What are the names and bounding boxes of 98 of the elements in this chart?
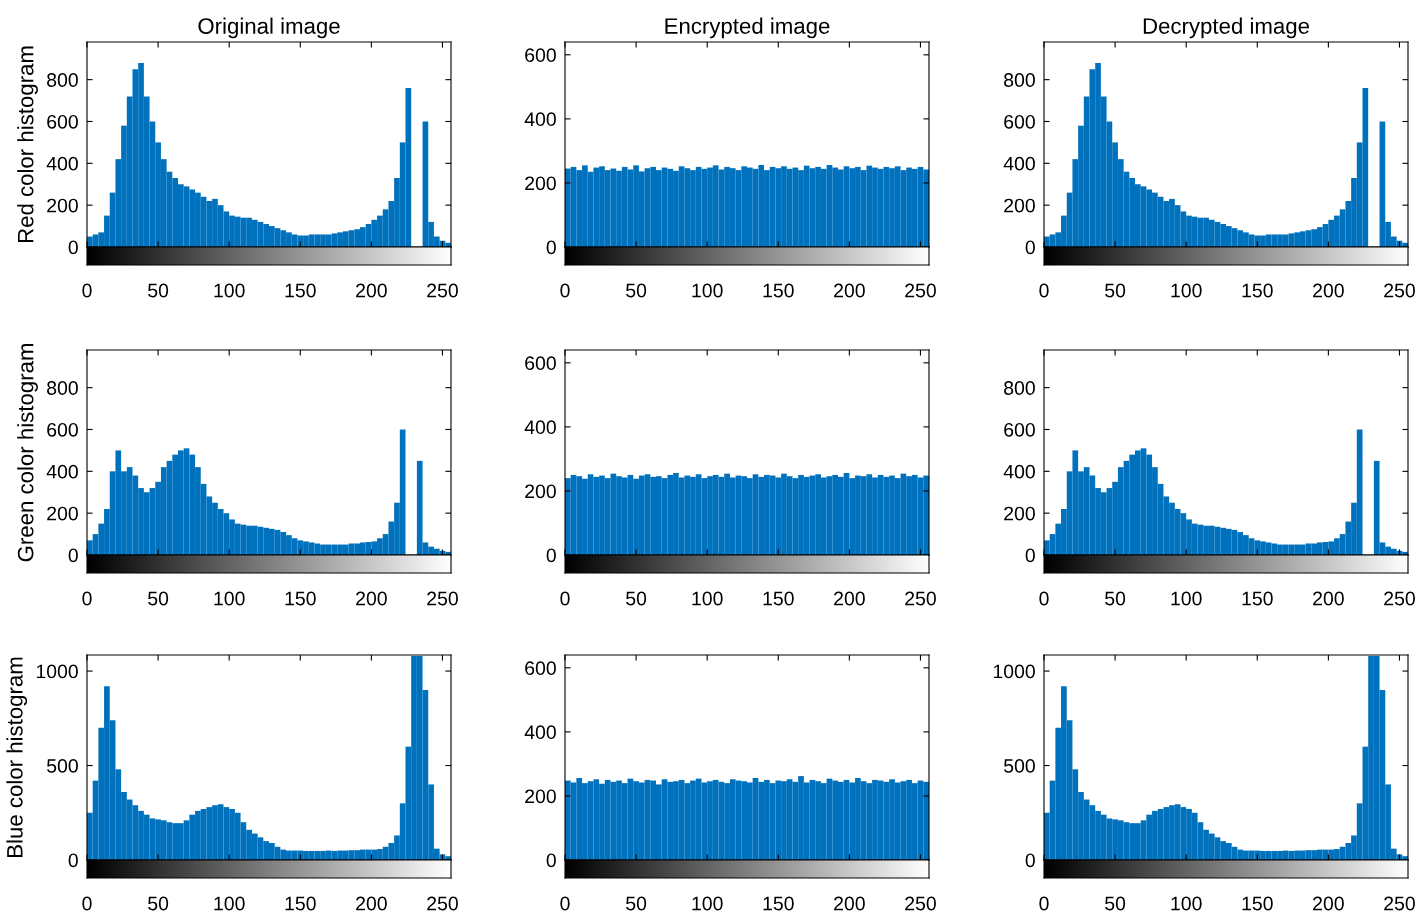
y-tick-label: 400 (1003, 464, 1035, 479)
y-tick-label: 200 (525, 789, 556, 804)
y-tick-label: 400 (524, 725, 556, 740)
y-tick-label: 0 (68, 853, 78, 868)
x-tick-label: 250 (1384, 896, 1415, 911)
chart-title: Decrypted image (1143, 17, 1310, 39)
x-tick-label: 100 (692, 591, 723, 606)
x-tick-label: 150 (1242, 896, 1273, 911)
x-tick-label: 0 (560, 283, 570, 298)
y-tick-label: 200 (1004, 198, 1035, 213)
x-tick-label: 200 (834, 896, 865, 911)
x-tick-label: 100 (1171, 896, 1202, 911)
y-tick-label: 200 (1004, 506, 1035, 521)
x-tick-label: 0 (560, 896, 570, 911)
y-tick-label: 0 (68, 548, 78, 563)
x-tick-label: 100 (214, 591, 245, 606)
y-tick-label: 200 (525, 176, 556, 191)
y-tick-label: 200 (47, 198, 78, 213)
y-tick-label: 0 (546, 853, 556, 868)
x-tick-label: 150 (763, 283, 794, 298)
x-tick-label: 200 (1313, 591, 1344, 606)
x-tick-label: 250 (905, 896, 936, 911)
x-tick-label: 0 (82, 591, 92, 606)
x-tick-label: 250 (427, 283, 458, 298)
x-tick-label: 150 (285, 283, 316, 298)
chart-title: Original image (198, 17, 340, 39)
y-tick-label: 600 (525, 661, 556, 676)
x-tick-label: 150 (763, 896, 794, 911)
x-tick-label: 50 (1105, 896, 1126, 911)
x-tick-label: 150 (1242, 283, 1273, 298)
x-tick-label: 200 (356, 896, 387, 911)
y-tick-label: 0 (546, 240, 556, 255)
y-tick-label: 0 (1025, 548, 1035, 563)
x-tick-label: 100 (692, 896, 723, 911)
x-tick-label: 200 (834, 591, 865, 606)
x-tick-label: 200 (356, 591, 387, 606)
x-tick-label: 100 (1171, 283, 1202, 298)
y-tick-label: 600 (47, 422, 78, 437)
x-tick-label: 250 (427, 896, 458, 911)
y-tick-label: 400 (524, 420, 556, 435)
x-tick-label: 100 (1171, 591, 1202, 606)
x-tick-label: 0 (1039, 896, 1049, 911)
y-tick-label: 600 (1004, 114, 1035, 129)
y-tick-label: 0 (546, 548, 556, 563)
x-tick-label: 50 (626, 896, 647, 911)
y-tick-label: 0 (68, 240, 78, 255)
x-tick-label: 250 (427, 591, 458, 606)
y-tick-label: 400 (1003, 156, 1035, 171)
x-tick-label: 50 (626, 591, 647, 606)
x-tick-label: 100 (214, 896, 245, 911)
x-tick-label: 250 (1384, 591, 1415, 606)
x-tick-label: 100 (692, 283, 723, 298)
x-tick-label: 50 (1105, 591, 1126, 606)
chart-title: Encrypted image (665, 17, 830, 39)
y-tick-label: 500 (1004, 759, 1035, 773)
y-tick-label: 0 (1025, 240, 1035, 255)
x-tick-label: 0 (1039, 283, 1049, 298)
x-tick-label: 50 (1105, 283, 1126, 298)
x-tick-label: 0 (82, 283, 92, 298)
x-tick-label: 0 (1039, 591, 1049, 606)
x-tick-label: 150 (285, 896, 316, 911)
y-tick-label: 200 (525, 484, 556, 499)
y-tick-label: 400 (524, 112, 556, 127)
y-tick-label: 1000 (993, 664, 1035, 679)
x-tick-label: 100 (214, 283, 245, 298)
y-tick-label: 600 (1004, 422, 1035, 437)
y-tick-label: 400 (46, 156, 78, 171)
x-tick-label: 50 (626, 283, 647, 298)
x-tick-label: 50 (148, 283, 169, 298)
y-tick-label: 800 (1004, 381, 1035, 395)
x-tick-label: 250 (905, 591, 936, 606)
x-tick-label: 200 (834, 283, 865, 298)
x-tick-label: 150 (285, 591, 316, 606)
y-tick-label: 800 (47, 381, 78, 395)
x-tick-label: 0 (82, 896, 92, 911)
x-tick-label: 200 (1313, 896, 1344, 911)
y-axis-title: Green color histogram (17, 344, 38, 562)
y-tick-label: 800 (47, 73, 78, 87)
y-axis-title: Blue color histogram (6, 657, 28, 857)
y-tick-label: 800 (1004, 73, 1035, 87)
x-tick-label: 150 (763, 591, 794, 606)
y-tick-label: 600 (525, 48, 556, 63)
x-tick-label: 0 (560, 591, 570, 606)
y-tick-label: 500 (47, 759, 78, 773)
x-tick-label: 150 (1242, 591, 1273, 606)
x-tick-label: 50 (148, 591, 169, 606)
x-tick-label: 200 (356, 283, 387, 298)
y-tick-label: 200 (47, 506, 78, 521)
y-tick-label: 600 (47, 114, 78, 129)
y-tick-label: 0 (1025, 853, 1035, 868)
x-tick-label: 50 (148, 896, 169, 911)
y-tick-label: 1000 (36, 664, 78, 679)
x-tick-label: 200 (1313, 283, 1344, 298)
y-tick-label: 600 (525, 356, 556, 371)
x-tick-label: 250 (1384, 283, 1415, 298)
y-axis-title: Red color histogram (17, 46, 38, 243)
y-tick-label: 400 (46, 464, 78, 479)
x-tick-label: 250 (905, 283, 936, 298)
